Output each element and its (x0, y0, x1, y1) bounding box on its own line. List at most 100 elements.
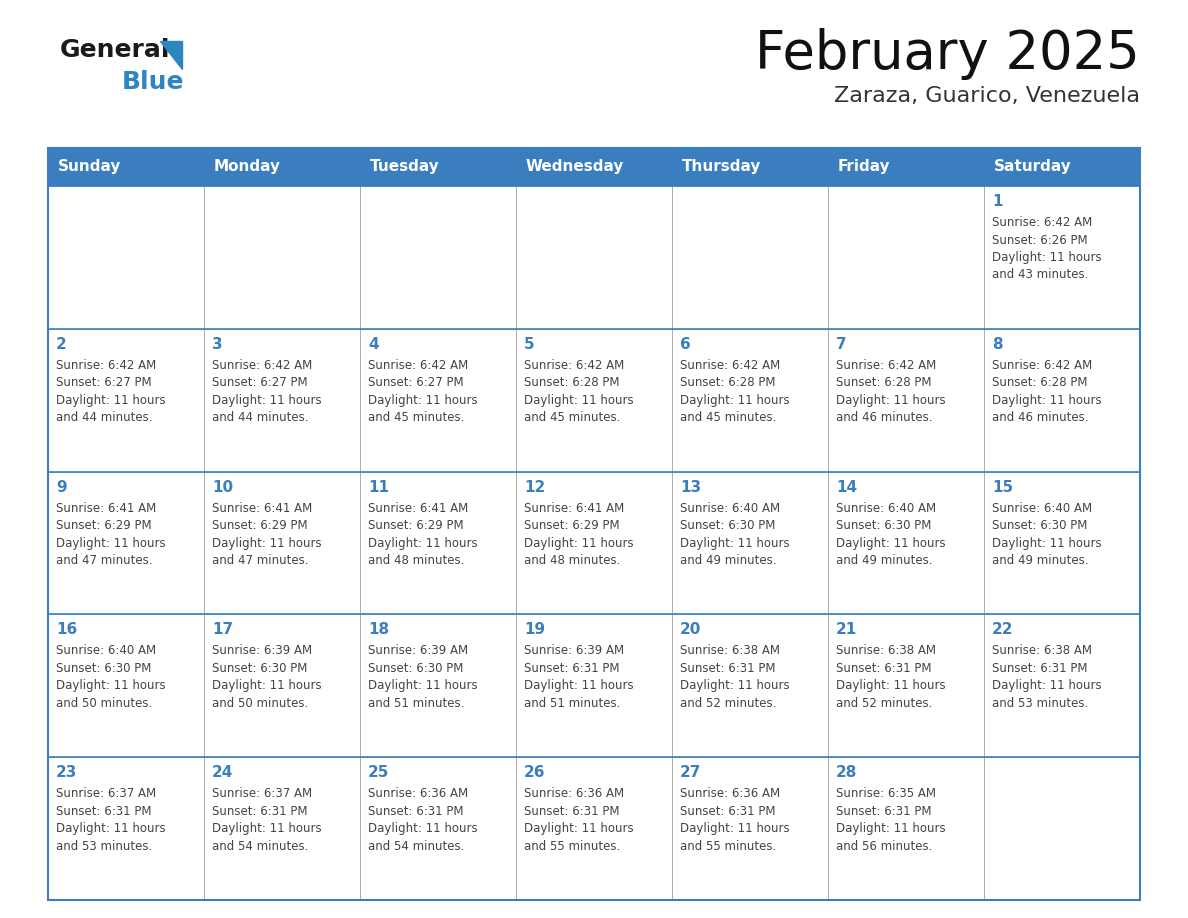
Text: Thursday: Thursday (682, 160, 762, 174)
Bar (828, 329, 984, 472)
Bar (204, 472, 360, 614)
Text: February 2025: February 2025 (756, 28, 1140, 80)
Text: and 45 minutes.: and 45 minutes. (524, 411, 620, 424)
Text: Sunset: 6:31 PM: Sunset: 6:31 PM (836, 662, 931, 675)
Text: Sunrise: 6:36 AM: Sunrise: 6:36 AM (368, 788, 468, 800)
Text: Sunrise: 6:41 AM: Sunrise: 6:41 AM (524, 501, 624, 515)
Text: 1: 1 (992, 194, 1003, 209)
Text: 27: 27 (680, 766, 701, 780)
Text: Sunset: 6:30 PM: Sunset: 6:30 PM (211, 662, 308, 675)
Text: Sunset: 6:31 PM: Sunset: 6:31 PM (524, 805, 619, 818)
Text: Daylight: 11 hours: Daylight: 11 hours (992, 537, 1101, 550)
Bar (360, 329, 516, 472)
Text: Sunset: 6:31 PM: Sunset: 6:31 PM (524, 662, 619, 675)
Bar (204, 614, 360, 757)
Text: Sunset: 6:29 PM: Sunset: 6:29 PM (524, 519, 620, 532)
Text: Daylight: 11 hours: Daylight: 11 hours (524, 823, 633, 835)
Text: and 54 minutes.: and 54 minutes. (368, 840, 465, 853)
Text: 13: 13 (680, 479, 701, 495)
Text: 15: 15 (992, 479, 1013, 495)
Text: Sunset: 6:26 PM: Sunset: 6:26 PM (992, 233, 1088, 247)
Bar (360, 757, 516, 900)
Text: Sunrise: 6:36 AM: Sunrise: 6:36 AM (680, 788, 781, 800)
Text: Daylight: 11 hours: Daylight: 11 hours (56, 679, 165, 692)
Text: Sunrise: 6:39 AM: Sunrise: 6:39 AM (368, 644, 468, 657)
Text: Sunday: Sunday (58, 160, 121, 174)
Bar (672, 186, 828, 329)
Bar (204, 757, 360, 900)
Text: and 51 minutes.: and 51 minutes. (368, 697, 465, 710)
Bar (48, 148, 1140, 900)
Text: and 49 minutes.: and 49 minutes. (836, 554, 933, 567)
Text: Sunset: 6:31 PM: Sunset: 6:31 PM (680, 662, 776, 675)
Text: Sunrise: 6:38 AM: Sunrise: 6:38 AM (992, 644, 1092, 657)
Text: Daylight: 11 hours: Daylight: 11 hours (368, 679, 478, 692)
Text: 25: 25 (368, 766, 390, 780)
Text: Blue: Blue (122, 70, 184, 94)
Text: Sunset: 6:31 PM: Sunset: 6:31 PM (836, 805, 931, 818)
Bar (360, 614, 516, 757)
Text: and 44 minutes.: and 44 minutes. (211, 411, 309, 424)
Text: and 55 minutes.: and 55 minutes. (680, 840, 776, 853)
Text: and 48 minutes.: and 48 minutes. (368, 554, 465, 567)
Text: Sunrise: 6:42 AM: Sunrise: 6:42 AM (836, 359, 936, 372)
Text: Sunset: 6:30 PM: Sunset: 6:30 PM (56, 662, 151, 675)
Bar (48, 329, 204, 472)
Text: 21: 21 (836, 622, 858, 637)
Bar (360, 148, 516, 186)
Text: Sunset: 6:30 PM: Sunset: 6:30 PM (680, 519, 776, 532)
Text: Sunset: 6:28 PM: Sunset: 6:28 PM (992, 376, 1087, 389)
Text: and 56 minutes.: and 56 minutes. (836, 840, 933, 853)
Text: Daylight: 11 hours: Daylight: 11 hours (368, 394, 478, 407)
Text: Daylight: 11 hours: Daylight: 11 hours (524, 537, 633, 550)
Text: and 48 minutes.: and 48 minutes. (524, 554, 620, 567)
Text: Sunrise: 6:40 AM: Sunrise: 6:40 AM (992, 501, 1092, 515)
Bar (828, 472, 984, 614)
Text: 2: 2 (56, 337, 67, 352)
Text: Daylight: 11 hours: Daylight: 11 hours (680, 537, 790, 550)
Text: 22: 22 (992, 622, 1013, 637)
Bar (672, 614, 828, 757)
Bar (48, 186, 204, 329)
Text: 10: 10 (211, 479, 233, 495)
Polygon shape (160, 41, 182, 69)
Text: General: General (61, 38, 171, 62)
Bar (828, 186, 984, 329)
Text: and 44 minutes.: and 44 minutes. (56, 411, 152, 424)
Text: 12: 12 (524, 479, 545, 495)
Text: and 52 minutes.: and 52 minutes. (680, 697, 777, 710)
Text: Tuesday: Tuesday (369, 160, 440, 174)
Bar (984, 148, 1140, 186)
Text: and 54 minutes.: and 54 minutes. (211, 840, 309, 853)
Text: Sunrise: 6:37 AM: Sunrise: 6:37 AM (211, 788, 312, 800)
Text: Daylight: 11 hours: Daylight: 11 hours (211, 537, 322, 550)
Text: Sunset: 6:29 PM: Sunset: 6:29 PM (211, 519, 308, 532)
Bar (672, 148, 828, 186)
Text: Sunset: 6:27 PM: Sunset: 6:27 PM (211, 376, 308, 389)
Text: Sunset: 6:30 PM: Sunset: 6:30 PM (368, 662, 463, 675)
Text: and 49 minutes.: and 49 minutes. (992, 554, 1088, 567)
Text: 16: 16 (56, 622, 77, 637)
Bar (516, 472, 672, 614)
Text: Daylight: 11 hours: Daylight: 11 hours (524, 394, 633, 407)
Text: Daylight: 11 hours: Daylight: 11 hours (992, 251, 1101, 264)
Text: and 49 minutes.: and 49 minutes. (680, 554, 777, 567)
Text: and 53 minutes.: and 53 minutes. (56, 840, 152, 853)
Text: Sunset: 6:29 PM: Sunset: 6:29 PM (368, 519, 463, 532)
Bar (516, 614, 672, 757)
Text: Sunrise: 6:36 AM: Sunrise: 6:36 AM (524, 788, 624, 800)
Text: Saturday: Saturday (994, 160, 1072, 174)
Text: Sunset: 6:31 PM: Sunset: 6:31 PM (56, 805, 152, 818)
Text: 3: 3 (211, 337, 222, 352)
Bar (516, 186, 672, 329)
Text: Sunset: 6:30 PM: Sunset: 6:30 PM (992, 519, 1087, 532)
Text: Sunset: 6:28 PM: Sunset: 6:28 PM (836, 376, 931, 389)
Text: Sunrise: 6:40 AM: Sunrise: 6:40 AM (836, 501, 936, 515)
Text: 18: 18 (368, 622, 390, 637)
Bar (984, 757, 1140, 900)
Text: and 47 minutes.: and 47 minutes. (56, 554, 152, 567)
Text: 5: 5 (524, 337, 535, 352)
Text: Sunrise: 6:42 AM: Sunrise: 6:42 AM (368, 359, 468, 372)
Bar (828, 614, 984, 757)
Bar (672, 329, 828, 472)
